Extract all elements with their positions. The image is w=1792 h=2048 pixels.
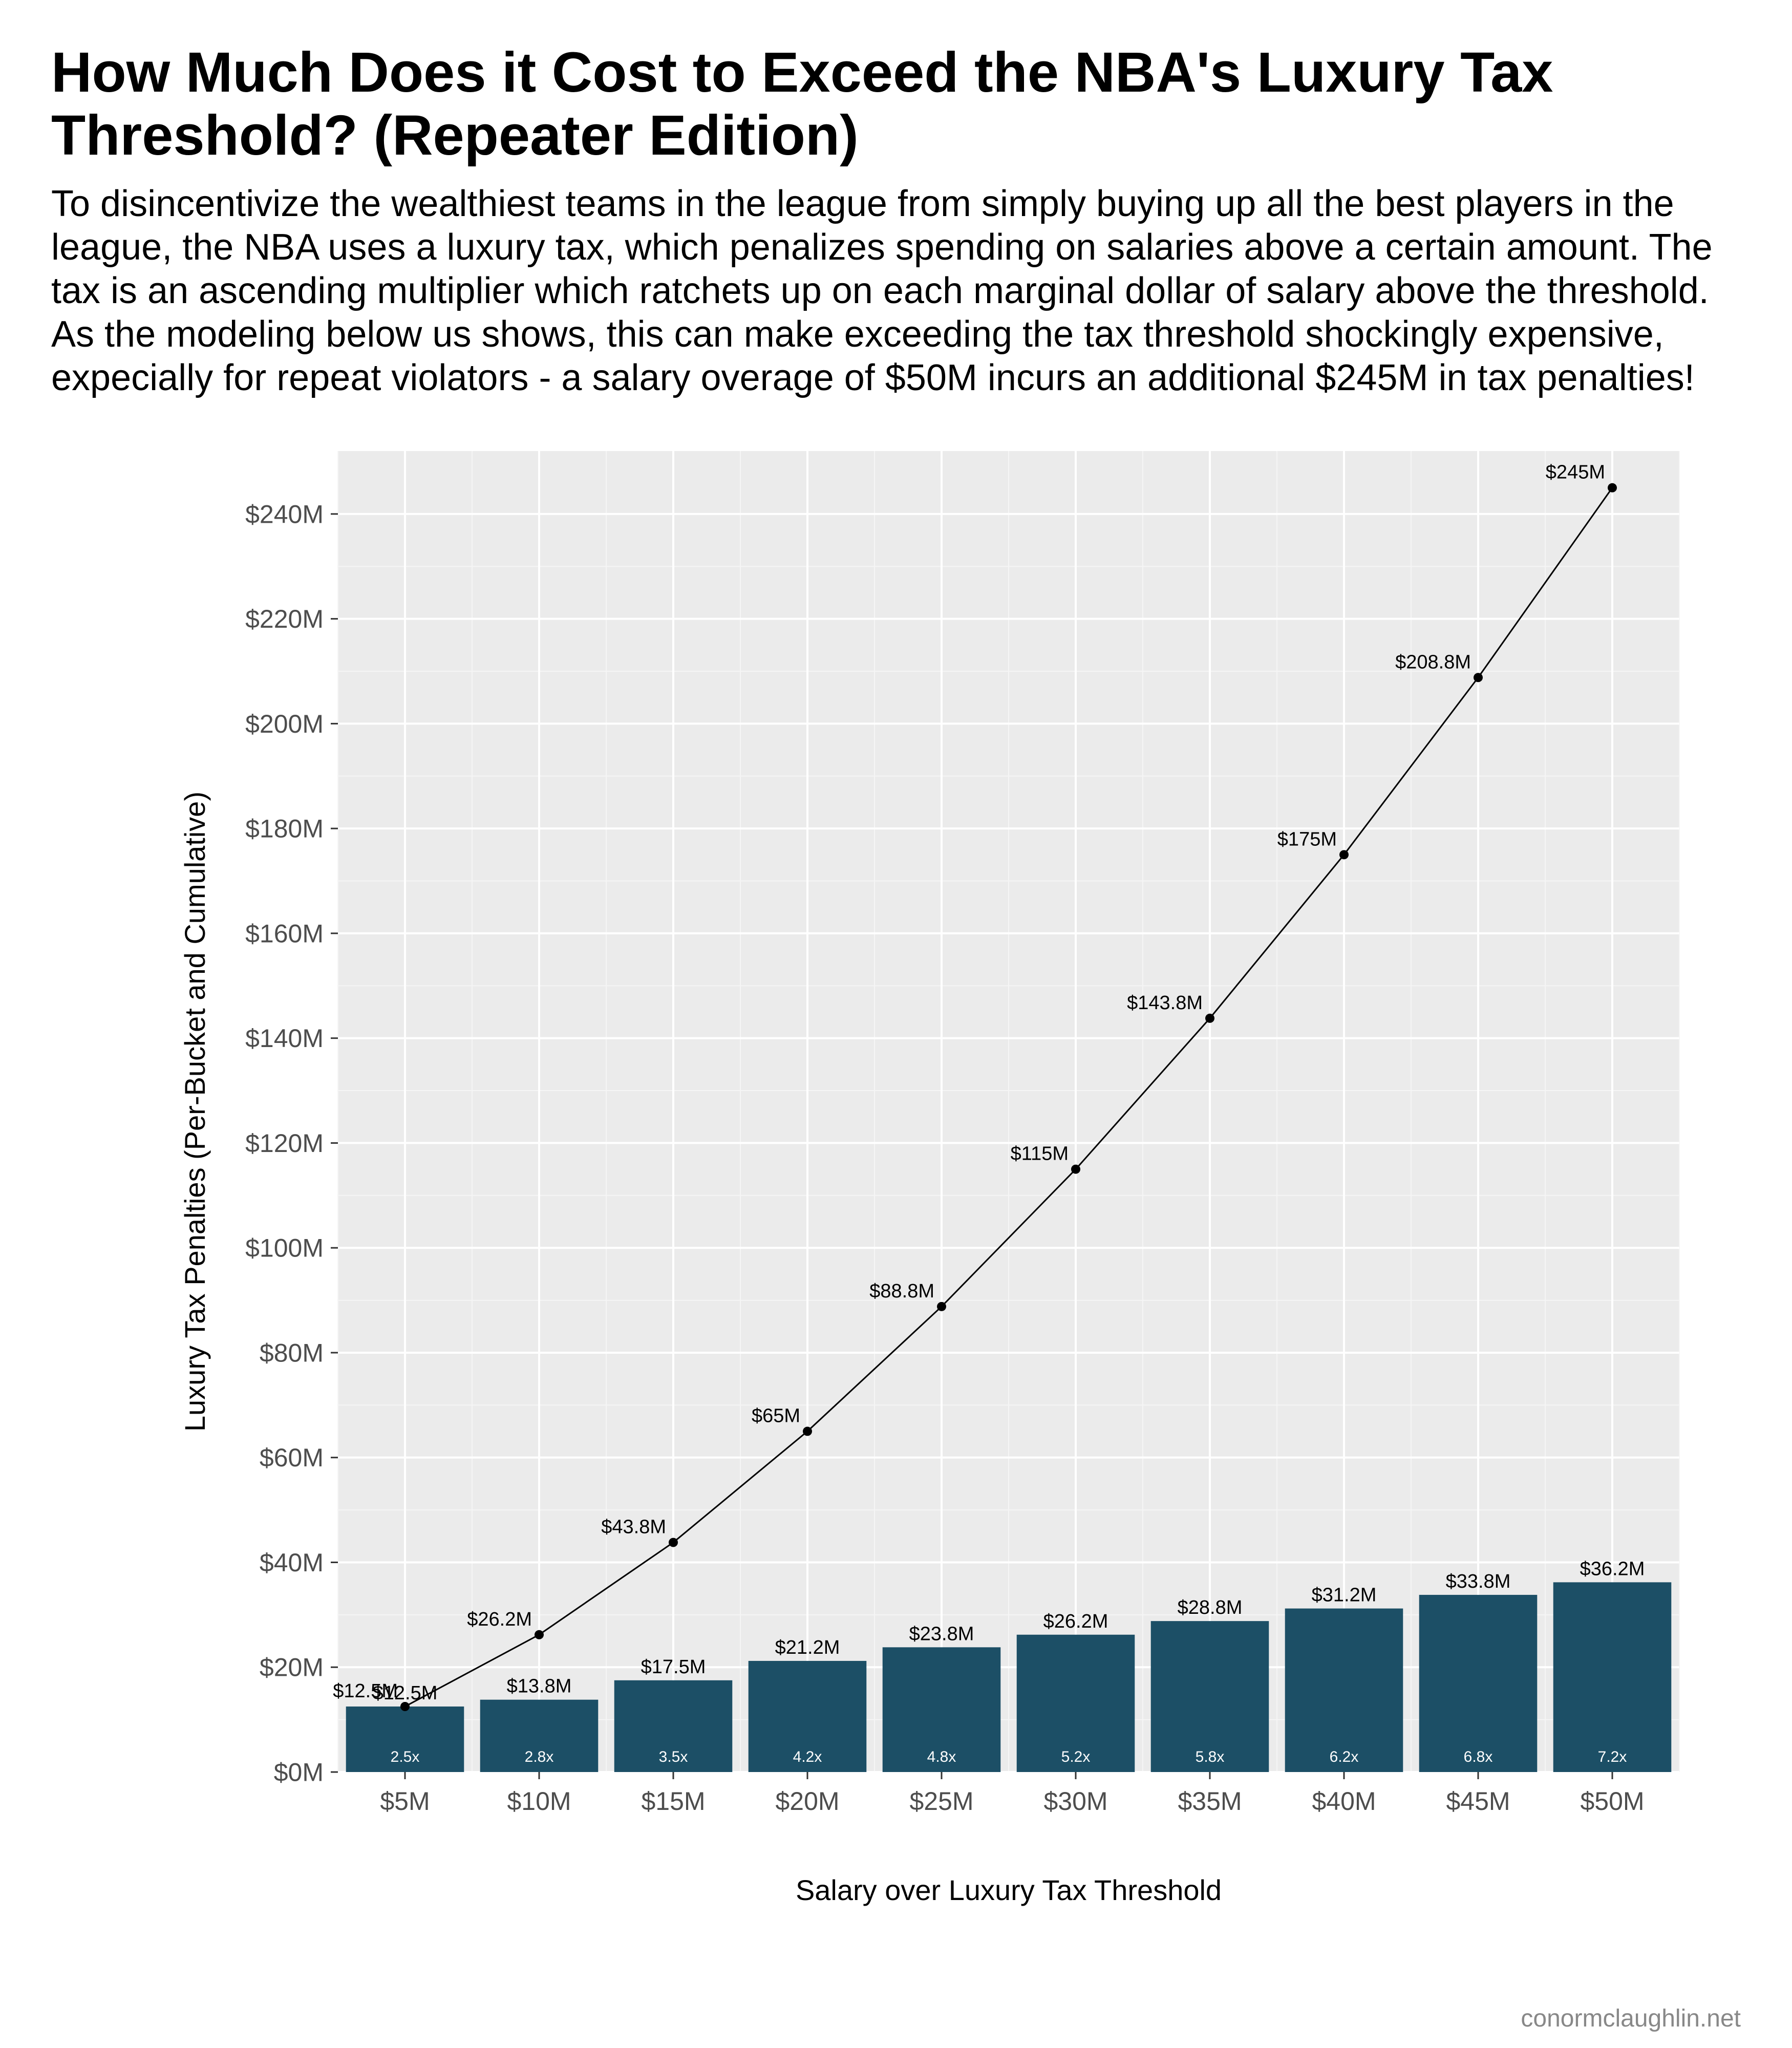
y-tick-label: $60M [260, 1443, 324, 1472]
line-point-label: $88.8M [869, 1281, 934, 1302]
line-point [803, 1427, 812, 1436]
line-point-label: $43.8M [601, 1517, 666, 1538]
line-point [1205, 1014, 1214, 1023]
bar-label: $31.2M [1312, 1585, 1377, 1606]
x-axis-title: Salary over Luxury Tax Threshold [796, 1874, 1222, 1906]
y-axis-title: Luxury Tax Penalties (Per-Bucket and Cum… [179, 792, 211, 1432]
chart-svg: $12.5M 2.5x $13.8M 2.8x $17.5M 3.5x $21.2M 4.2x… [51, 420, 1741, 1936]
y-tick-label: $200M [245, 710, 324, 738]
bar [1285, 1609, 1403, 1772]
bar-multiplier-label: 3.5x [659, 1748, 688, 1765]
line-point [535, 1630, 544, 1639]
y-tick-label: $220M [245, 605, 324, 633]
page: How Much Does it Cost to Exceed the NBA'… [0, 0, 1792, 2048]
y-tick-label: $120M [245, 1129, 324, 1158]
line-point-label: $208.8M [1395, 651, 1471, 673]
x-tick-label: $50M [1580, 1787, 1644, 1816]
line-point [1608, 483, 1617, 493]
bar-label: $21.2M [775, 1637, 840, 1658]
line-point-label: $245M [1546, 462, 1605, 483]
bar-multiplier-label: 6.2x [1330, 1748, 1359, 1765]
y-tick-label: $240M [245, 500, 324, 528]
chart-caption: conormclaughlin.net [1521, 2004, 1741, 2033]
line-point [1474, 673, 1483, 682]
line-point-label: $12.5M [333, 1680, 398, 1702]
y-tick-label: $40M [260, 1548, 324, 1577]
bar-multiplier-label: 6.8x [1464, 1748, 1493, 1765]
line-point-label: $65M [752, 1405, 800, 1427]
bar-label: $23.8M [909, 1623, 974, 1645]
chart-area: $12.5M 2.5x $13.8M 2.8x $17.5M 3.5x $21.2M 4.2x… [51, 420, 1741, 2017]
y-tick-label: $0M [274, 1758, 324, 1787]
x-tick-label: $5M [380, 1787, 430, 1816]
x-tick-label: $10M [507, 1787, 571, 1816]
y-tick-label: $80M [260, 1339, 324, 1368]
x-tick-label: $25M [909, 1787, 973, 1816]
bar-multiplier-label: 5.8x [1196, 1748, 1225, 1765]
y-tick-label: $160M [245, 920, 324, 948]
bar-label: $26.2M [1043, 1611, 1108, 1632]
x-tick-label: $20M [775, 1787, 839, 1816]
y-tick-label: $100M [245, 1234, 324, 1263]
bar-multiplier-label: 4.8x [927, 1748, 956, 1765]
chart-subtitle: To disincentivize the wealthiest teams i… [51, 182, 1741, 400]
line-point [1071, 1165, 1080, 1174]
line-point [400, 1702, 410, 1711]
bar-multiplier-label: 2.8x [525, 1748, 554, 1765]
chart-title: How Much Does it Cost to Exceed the NBA'… [51, 41, 1741, 167]
y-tick-label: $20M [260, 1653, 324, 1682]
x-tick-label: $45M [1446, 1787, 1510, 1816]
bar-label: $33.8M [1446, 1571, 1511, 1592]
bar-label: $28.8M [1178, 1597, 1243, 1618]
bar-multiplier-label: 5.2x [1061, 1748, 1091, 1765]
bar-multiplier-label: 4.2x [793, 1748, 822, 1765]
x-tick-label: $35M [1178, 1787, 1242, 1816]
bar-label: $36.2M [1580, 1559, 1645, 1580]
line-point-label: $115M [1011, 1143, 1069, 1165]
y-tick-label: $180M [245, 815, 324, 843]
bar [1419, 1595, 1538, 1772]
x-tick-label: $15M [641, 1787, 705, 1816]
bar-multiplier-label: 7.2x [1598, 1748, 1627, 1765]
x-tick-label: $40M [1312, 1787, 1376, 1816]
line-point [1339, 850, 1349, 859]
y-tick-label: $140M [245, 1024, 324, 1053]
x-tick-label: $30M [1043, 1787, 1107, 1816]
line-point-label: $175M [1277, 828, 1337, 850]
line-point [937, 1302, 946, 1311]
line-point [669, 1538, 678, 1547]
line-point-label: $143.8M [1127, 992, 1203, 1014]
line-point-label: $26.2M [467, 1609, 532, 1630]
bar-label: $17.5M [641, 1656, 706, 1678]
bar [1553, 1583, 1672, 1773]
bar-multiplier-label: 2.5x [391, 1748, 420, 1765]
bar-label: $13.8M [507, 1676, 572, 1697]
